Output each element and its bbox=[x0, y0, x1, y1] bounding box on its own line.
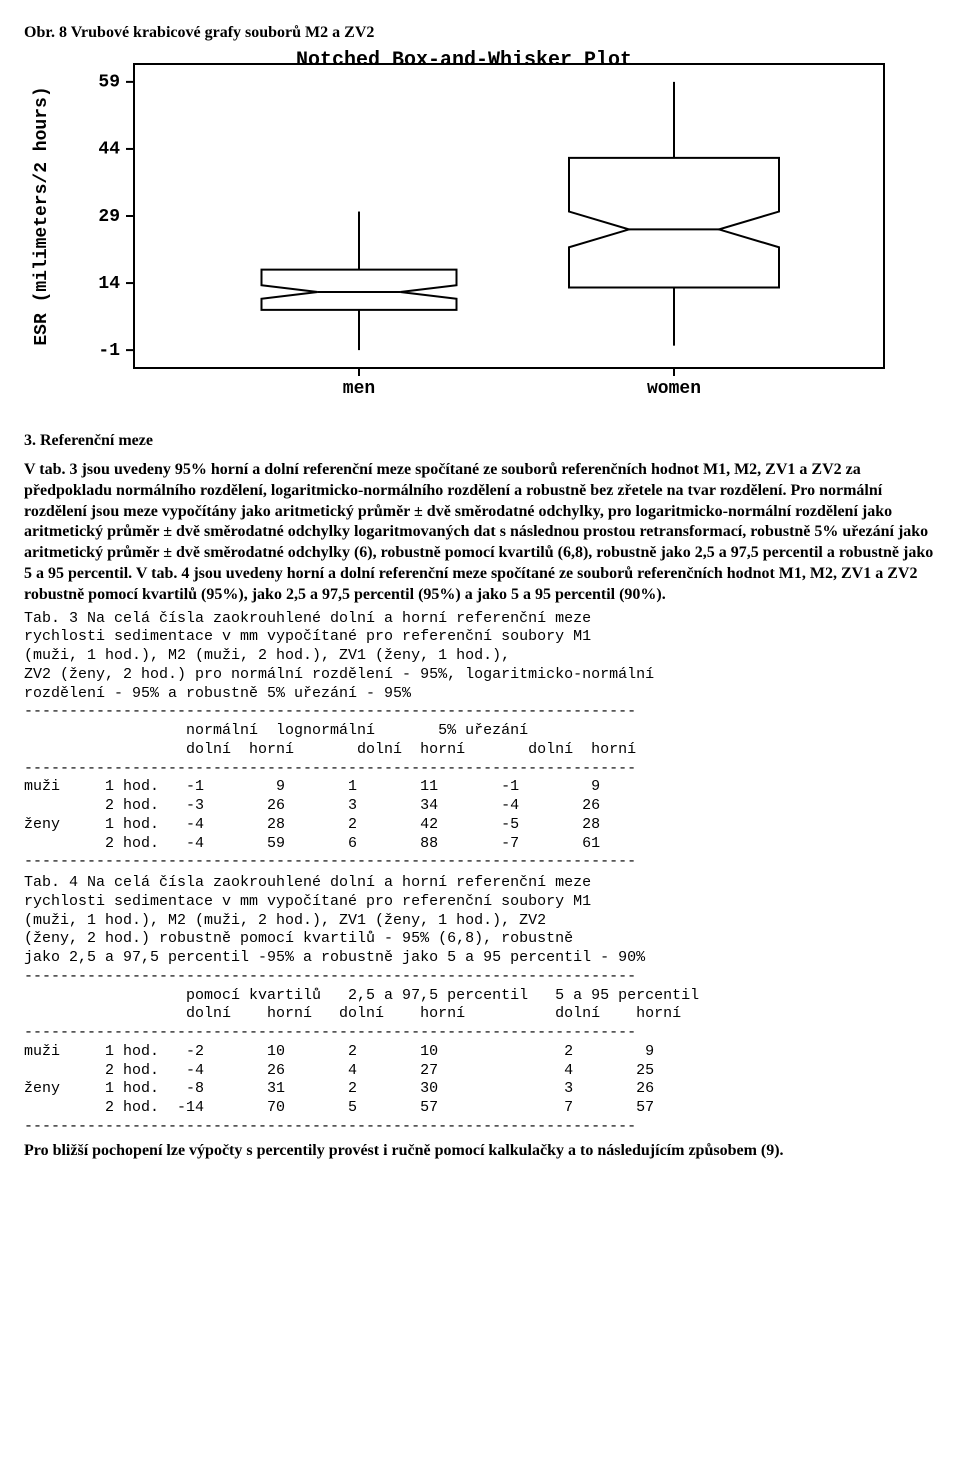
tab4-caption-l3: (muži, 1 hod.), M2 (muži, 2 hod.), ZV1 (… bbox=[24, 912, 936, 931]
svg-text:women: women bbox=[647, 379, 701, 399]
table-row: muži 1 hod. -2 10 2 10 2 9 bbox=[24, 1043, 936, 1062]
table-row: muži 1 hod. -1 9 1 11 -1 9 bbox=[24, 778, 936, 797]
svg-text:44: 44 bbox=[98, 140, 120, 160]
boxplot-chart: Notched Box-and-Whisker Plot -1 14 29 44 59 ES… bbox=[24, 50, 936, 410]
tab4-header-2: dolní horní dolní horní dolní horní bbox=[24, 1005, 936, 1024]
boxplot-svg: Notched Box-and-Whisker Plot -1 14 29 44 59 ES… bbox=[24, 50, 904, 410]
tab3-caption-l3: (muži, 1 hod.), M2 (muži, 2 hod.), ZV1 (… bbox=[24, 647, 936, 666]
table-row: ženy 1 hod. -4 28 2 42 -5 28 bbox=[24, 816, 936, 835]
section-heading: 3. Referenční meze bbox=[24, 432, 936, 450]
svg-text:29: 29 bbox=[98, 207, 120, 227]
tab3-rule-bot: ----------------------------------------… bbox=[24, 853, 936, 872]
svg-text:14: 14 bbox=[98, 274, 120, 294]
tab4-rule-top: ----------------------------------------… bbox=[24, 968, 936, 987]
tab3-caption-l5: rozdělení - 95% a robustně 5% uřezání - … bbox=[24, 685, 936, 704]
svg-text:men: men bbox=[343, 379, 375, 399]
tab4-rule-mid: ----------------------------------------… bbox=[24, 1024, 936, 1043]
svg-text:Notched Box-and-Whisker Plot: Notched Box-and-Whisker Plot bbox=[296, 50, 632, 72]
tab3-header-2: dolní horní dolní horní dolní horní bbox=[24, 741, 936, 760]
tab3-caption-l4: ZV2 (ženy, 2 hod.) pro normální rozdělen… bbox=[24, 666, 936, 685]
table-row: 2 hod. -14 70 5 57 7 57 bbox=[24, 1099, 936, 1118]
svg-text:-1: -1 bbox=[98, 341, 120, 361]
svg-text:ESR (milimeters/2 hours): ESR (milimeters/2 hours) bbox=[32, 86, 52, 345]
tab4-rule-bot: ----------------------------------------… bbox=[24, 1118, 936, 1137]
table-row: 2 hod. -3 26 3 34 -4 26 bbox=[24, 797, 936, 816]
tab4-caption-l2: rychlosti sedimentace v mm vypočítané pr… bbox=[24, 893, 936, 912]
tab3-rule-mid: ----------------------------------------… bbox=[24, 760, 936, 779]
svg-text:59: 59 bbox=[98, 73, 120, 93]
tab4-caption-l4: (ženy, 2 hod.) robustně pomocí kvartilů … bbox=[24, 930, 936, 949]
table-row: ženy 1 hod. -8 31 2 30 3 26 bbox=[24, 1080, 936, 1099]
tab3-caption-l1: Tab. 3 Na celá čísla zaokrouhlené dolní … bbox=[24, 610, 936, 629]
tab4-caption-l5: jako 2,5 a 97,5 percentil -95% a robustn… bbox=[24, 949, 936, 968]
figure-caption: Obr. 8 Vrubové krabicové grafy souborů M… bbox=[24, 24, 936, 42]
main-paragraph: V tab. 3 jsou uvedeny 95% horní a dolní … bbox=[24, 460, 936, 606]
tab3-header-1: normální lognormální 5% uřezání bbox=[24, 722, 936, 741]
closing-paragraph: Pro bližší pochopení lze výpočty s perce… bbox=[24, 1141, 936, 1162]
tab3-rule-top: ----------------------------------------… bbox=[24, 703, 936, 722]
tab4-header-1: pomocí kvartilů 2,5 a 97,5 percentil 5 a… bbox=[24, 987, 936, 1006]
tab4-caption-l1: Tab. 4 Na celá čísla zaokrouhlené dolní … bbox=[24, 874, 936, 893]
tab3-caption-l2: rychlosti sedimentace v mm vypočítané pr… bbox=[24, 628, 936, 647]
table-row: 2 hod. -4 59 6 88 -7 61 bbox=[24, 835, 936, 854]
table-row: 2 hod. -4 26 4 27 4 25 bbox=[24, 1062, 936, 1081]
